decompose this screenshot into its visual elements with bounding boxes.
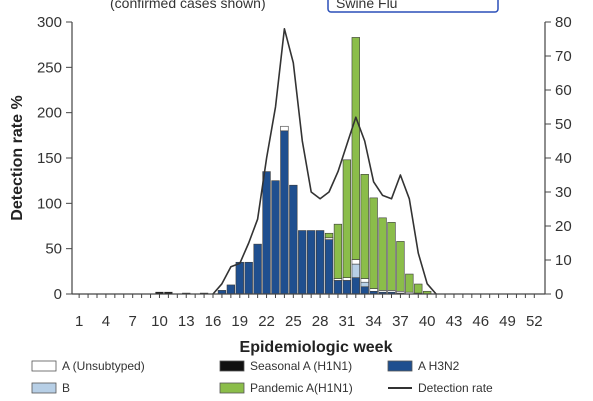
bar-a-h3n2 — [280, 130, 289, 295]
bar-pandemic-a-h1n1 — [369, 197, 378, 289]
x-tick-label: 7 — [129, 313, 137, 330]
bar-a-h3n2 — [226, 284, 235, 295]
bar-a-h3n2 — [315, 230, 325, 295]
bar-a-unsubtyped — [280, 125, 289, 132]
y-axis-title: Detection rate % — [9, 95, 26, 220]
bar-a-unsubtyped — [342, 277, 352, 281]
y-tick-label: 100 — [37, 195, 62, 212]
detection-rate-line — [212, 27, 437, 295]
x-tick-label: 10 — [151, 313, 168, 330]
x-tick-label: 16 — [205, 313, 222, 330]
y-axis-right: 0 10 20 30 40 50 60 70 80 — [545, 14, 572, 303]
bar-pandemic-a-h1n1 — [387, 222, 396, 291]
x-tick-label: 49 — [499, 313, 516, 330]
legend-swatch — [387, 360, 413, 372]
bar-a-h3n2 — [324, 239, 334, 295]
bar-a-h3n2 — [307, 230, 316, 295]
x-tick-label: 25 — [285, 313, 302, 330]
bar-a-unsubtyped — [351, 259, 360, 265]
bar-a-h3n2 — [298, 230, 307, 295]
legend-swatch — [31, 382, 57, 394]
x-tick-label: 1 — [75, 313, 83, 330]
x-tick-label: 40 — [419, 313, 436, 330]
x-tick-label: 34 — [365, 313, 382, 330]
detection-rate-line-layer — [212, 27, 437, 295]
bar-b — [351, 263, 360, 278]
legend-swatch — [31, 360, 57, 372]
y2-tick-label: 0 — [555, 286, 563, 303]
x-tick-label: 52 — [526, 313, 543, 330]
source-link[interactable]: Swine Flu — [327, 0, 499, 13]
x-tick-label: 37 — [392, 313, 409, 330]
bar-a-h3n2 — [262, 171, 271, 295]
bar-pandemic-a-h1n1 — [360, 174, 369, 279]
bar-pandemic-a-h1n1 — [342, 159, 352, 278]
legend-label: A (Unsubtyped) — [62, 359, 145, 373]
bar-pandemic-a-h1n1 — [324, 232, 334, 239]
legend-label: Pandemic A(H1N1) — [250, 381, 353, 395]
y2-tick-label: 30 — [555, 184, 572, 201]
y2-tick-label: 10 — [555, 252, 572, 269]
bar-pandemic-a-h1n1 — [414, 283, 423, 294]
axes-frame — [71, 22, 546, 295]
bar-a-h3n2 — [244, 261, 253, 295]
x-tick-label: 19 — [231, 313, 248, 330]
y-tick-label: 300 — [37, 14, 62, 31]
legend-label: Detection rate — [418, 381, 493, 395]
bar-a-h3n2 — [271, 180, 280, 295]
y2-tick-label: 60 — [555, 82, 572, 99]
bar-pandemic-a-h1n1 — [333, 223, 343, 279]
y2-tick-label: 70 — [555, 48, 572, 65]
bar-pandemic-a-h1n1 — [405, 273, 414, 293]
y-tick-label: 150 — [37, 150, 62, 167]
y2-tick-label: 40 — [555, 150, 572, 167]
bar-a-h3n2 — [360, 286, 369, 295]
x-tick-label: 31 — [339, 313, 356, 330]
legend-swatch — [219, 382, 245, 394]
legend-label: Seasonal A (H1N1) — [250, 359, 352, 373]
y-tick-label: 50 — [45, 241, 62, 258]
bar-b — [360, 281, 369, 288]
legend-swatch — [219, 360, 245, 372]
legend: A (Unsubtyped) Seasonal A (H1N1) A H3N2 B Pa… — [31, 359, 493, 395]
bar-pandemic-a-h1n1 — [378, 217, 387, 291]
y2-tick-label: 80 — [555, 14, 572, 31]
bar-a-h3n2 — [333, 280, 343, 295]
x-tick-label: 28 — [312, 313, 329, 330]
x-tick-label: 13 — [178, 313, 195, 330]
bar-a-h3n2 — [253, 243, 262, 295]
x-tick-label: 43 — [446, 313, 463, 330]
bar-a-h3n2 — [235, 261, 244, 295]
y-tick-label: 250 — [37, 59, 62, 76]
bar-a-h3n2 — [342, 280, 352, 295]
x-axis: 1 4 7 10 13 16 19 22 25 28 31 34 37 40 43 46 49 52 — [75, 294, 543, 330]
bar-pandemic-a-h1n1 — [396, 241, 405, 292]
x-tick-label: 22 — [258, 313, 275, 330]
svg-text:Swine Flu: Swine Flu — [336, 0, 397, 11]
bars — [155, 37, 432, 295]
y-tick-label: 0 — [54, 286, 62, 303]
bar-pandemic-a-h1n1 — [351, 37, 360, 260]
y-tick-label: 200 — [37, 105, 62, 122]
y2-tick-label: 20 — [555, 218, 572, 235]
bar-a-unsubtyped — [369, 288, 378, 292]
x-axis-title: Epidemiologic week — [240, 339, 393, 356]
legend-label: A H3N2 — [418, 359, 460, 373]
bar-a-h3n2 — [289, 184, 298, 295]
legend-label: B — [62, 381, 70, 395]
y2-tick-label: 50 — [555, 116, 572, 133]
bar-a-unsubtyped — [360, 278, 369, 283]
x-tick-label: 46 — [472, 313, 489, 330]
bar-a-h3n2 — [351, 277, 360, 295]
x-tick-label: 4 — [102, 313, 110, 330]
caption-fragment: (confirmed cases shown) — [110, 0, 266, 11]
y-axis-left: 0 50 100 150 200 250 300 — [37, 14, 72, 303]
